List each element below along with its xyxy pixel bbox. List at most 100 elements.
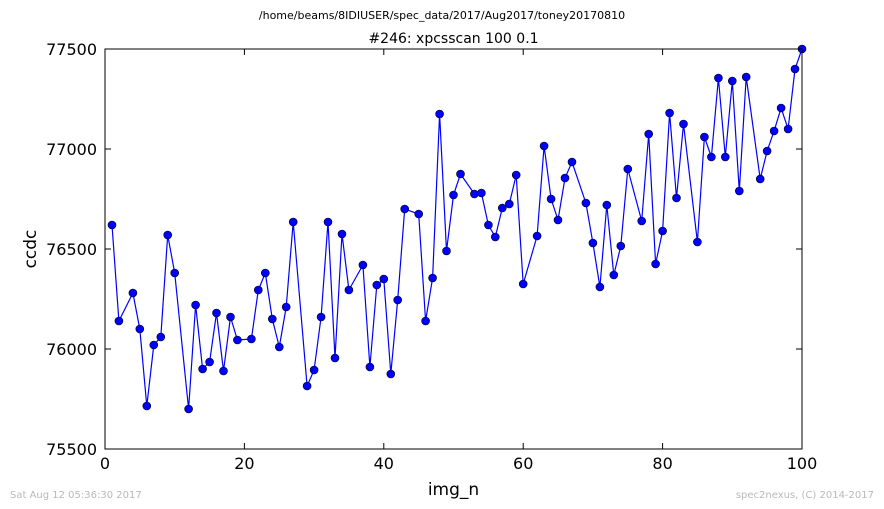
y-tick-label: 76500 xyxy=(46,240,97,259)
data-point xyxy=(762,146,772,156)
x-tick-label: 0 xyxy=(100,454,110,473)
data-point xyxy=(539,141,549,151)
data-point xyxy=(170,268,179,278)
data-point xyxy=(372,280,382,290)
series-line xyxy=(111,48,803,410)
y-tick-label: 77500 xyxy=(46,40,97,59)
y-tick-label: 75500 xyxy=(46,440,97,459)
data-point xyxy=(163,230,172,240)
data-point xyxy=(128,288,138,298)
data-point xyxy=(205,357,214,367)
data-point xyxy=(260,268,270,278)
data-point xyxy=(281,302,291,312)
data-point xyxy=(497,203,507,213)
data-point xyxy=(184,404,193,414)
data-point xyxy=(776,103,786,113)
x-tick-label: 100 xyxy=(787,454,818,473)
data-point xyxy=(484,220,493,230)
data-point xyxy=(532,231,542,241)
data-point xyxy=(107,220,117,230)
data-point xyxy=(588,238,598,248)
footer-timestamp: Sat Aug 12 05:36:30 2017 xyxy=(10,490,142,501)
data-point xyxy=(330,353,340,363)
data-point xyxy=(727,76,737,86)
data-point xyxy=(560,173,570,183)
x-axis-label: img_n xyxy=(428,480,479,500)
data-point xyxy=(428,273,437,283)
data-point xyxy=(149,340,159,350)
y-axis-label: ccdc xyxy=(21,230,41,269)
data-point xyxy=(477,188,486,198)
data-point xyxy=(693,237,702,247)
data-point xyxy=(442,246,451,256)
x-tick-label: 80 xyxy=(652,454,672,473)
data-point xyxy=(247,334,256,344)
data-point xyxy=(490,232,500,242)
data-point xyxy=(456,169,465,179)
data-point xyxy=(470,189,479,199)
data-point xyxy=(212,308,221,318)
data-point xyxy=(393,295,403,305)
data-point xyxy=(219,366,228,376)
data-point xyxy=(511,170,521,180)
data-point xyxy=(435,109,444,119)
data-point xyxy=(400,204,410,214)
data-point xyxy=(714,73,723,83)
data-point xyxy=(616,241,626,251)
data-point xyxy=(302,381,312,391)
plot-area xyxy=(105,49,802,449)
data-point xyxy=(504,199,514,209)
data-point xyxy=(142,401,152,411)
x-tick-labels: 0 20 40 60 80 100 xyxy=(100,454,817,473)
data-point xyxy=(595,282,605,292)
plot-frame xyxy=(104,48,803,450)
data-point xyxy=(700,132,709,142)
data-point xyxy=(191,300,200,310)
data-point xyxy=(274,342,284,352)
data-point xyxy=(337,229,347,239)
data-point xyxy=(679,119,688,129)
data-point xyxy=(233,335,242,345)
data-point xyxy=(309,365,319,375)
data-point xyxy=(707,152,716,162)
data-point xyxy=(623,164,633,174)
data-point xyxy=(672,193,681,203)
data-point xyxy=(602,200,612,210)
data-points xyxy=(107,44,807,414)
figure-suptitle: /home/beams/8IDIUSER/spec_data/2017/Aug2… xyxy=(259,9,625,22)
data-point xyxy=(637,216,647,226)
x-tick-label: 20 xyxy=(234,454,254,473)
data-point xyxy=(783,124,793,134)
data-point xyxy=(316,312,326,322)
data-point xyxy=(658,226,667,236)
y-tick-label: 77000 xyxy=(46,140,97,159)
data-point xyxy=(379,274,389,284)
data-point xyxy=(386,369,396,379)
data-point xyxy=(135,324,145,334)
data-point xyxy=(323,217,333,227)
data-point xyxy=(365,362,375,372)
data-point xyxy=(644,129,654,139)
data-point xyxy=(344,285,354,295)
data-point xyxy=(755,174,765,184)
y-tick-label: 76000 xyxy=(46,340,97,359)
data-point xyxy=(198,364,207,374)
data-point xyxy=(114,316,124,326)
data-point xyxy=(358,260,368,270)
data-point xyxy=(546,194,556,204)
data-point xyxy=(741,72,751,82)
data-point xyxy=(790,64,800,74)
x-tick-label: 60 xyxy=(513,454,533,473)
data-point xyxy=(253,285,263,295)
data-point xyxy=(651,259,660,269)
data-point xyxy=(567,157,577,167)
data-point xyxy=(518,279,528,289)
data-point xyxy=(609,270,619,280)
data-point xyxy=(226,312,235,322)
data-point xyxy=(665,108,674,118)
data-point xyxy=(449,190,458,200)
data-point xyxy=(734,186,744,196)
data-point xyxy=(581,198,591,208)
x-tick-label: 40 xyxy=(374,454,394,473)
